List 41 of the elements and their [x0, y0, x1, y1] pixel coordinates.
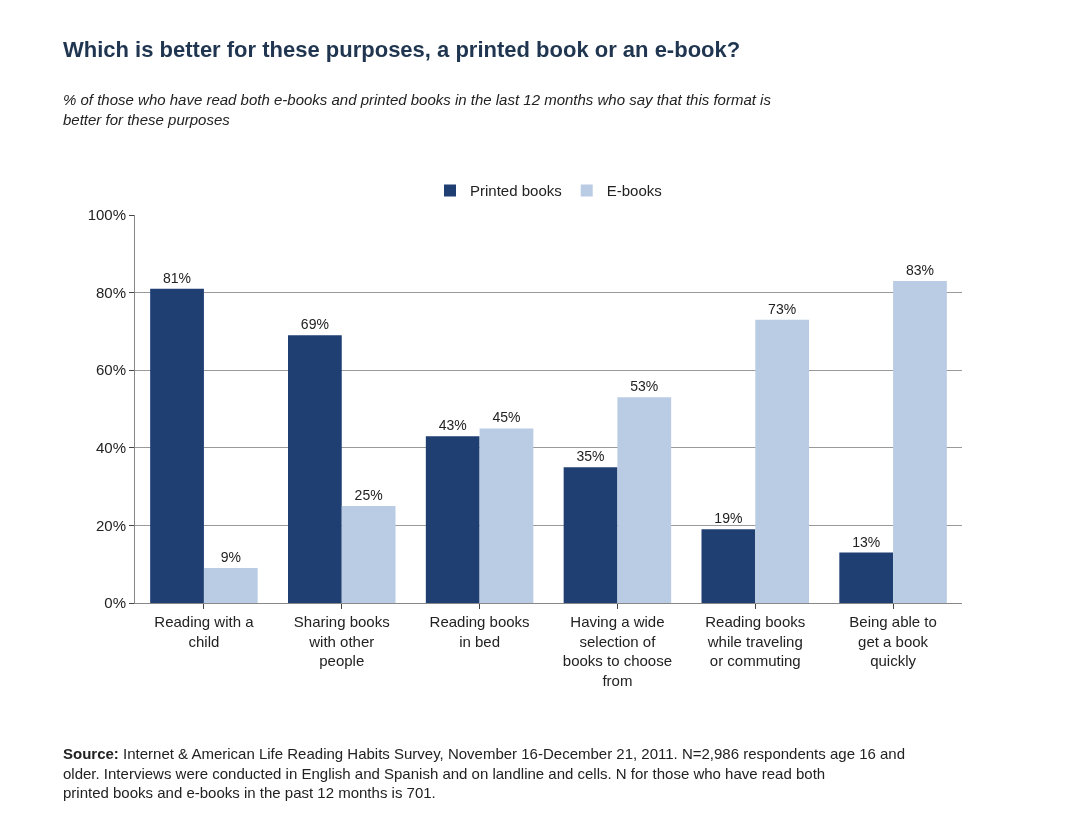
bar	[288, 335, 342, 603]
legend-label: E-books	[606, 182, 662, 200]
bar	[341, 506, 396, 603]
bar	[893, 280, 947, 603]
data-label: 19%	[714, 510, 743, 527]
bar	[425, 436, 480, 603]
y-tick-label: 100%	[87, 206, 126, 224]
bar	[701, 529, 756, 603]
data-label: 45%	[492, 409, 521, 426]
chart-title: Which is better for these purposes, a printed book or an e-book?	[63, 37, 741, 62]
bar	[755, 319, 810, 603]
data-label: 35%	[576, 448, 605, 465]
y-tick-label: 0%	[104, 594, 126, 612]
data-label: 73%	[768, 300, 797, 317]
y-tick-label: 60%	[95, 361, 126, 379]
source-note: Source: Internet & American Life Reading Habits Survey, November 16-December 21, 2011. N=2,986 respondents age 16 and older. Interviews were conducted in English and Spanish and on landline and cells. N for those who have read both printed books and e-books in the past 12 months is 701.	[63, 745, 906, 801]
bar	[203, 568, 258, 603]
x-tick-label: Having a wide selection of books to choose from	[562, 613, 673, 689]
data-label: 25%	[354, 487, 383, 503]
data-label: 83%	[905, 261, 934, 278]
x-tick-label: Reading books in bed	[429, 613, 530, 650]
data-label: 69%	[300, 316, 329, 333]
x-tick-label: Reading with a child	[154, 613, 255, 650]
data-label: 43%	[438, 417, 467, 434]
bar	[617, 397, 672, 603]
bar	[479, 428, 534, 603]
y-tick-label: 80%	[95, 283, 126, 301]
data-label: 13%	[852, 533, 881, 550]
y-tick-label: 20%	[95, 516, 126, 534]
legend-label: Printed books	[470, 182, 562, 200]
bar	[150, 288, 204, 603]
bar	[563, 467, 618, 603]
y-tick-label: 40%	[95, 439, 126, 457]
data-label: 53%	[630, 378, 659, 395]
bar	[839, 552, 894, 603]
x-tick-label: Being able to get a book quickly	[849, 613, 937, 669]
chart-subtitle: % of those who have read both e-books and printed books in the last 12 months who say that this format is better for these purposes	[63, 91, 772, 128]
data-label: 81%	[163, 269, 192, 286]
x-tick-label: Sharing books with other people	[293, 613, 390, 669]
data-label: 9%	[220, 549, 241, 566]
x-tick-label: Reading books while traveling or commuting	[705, 613, 806, 669]
